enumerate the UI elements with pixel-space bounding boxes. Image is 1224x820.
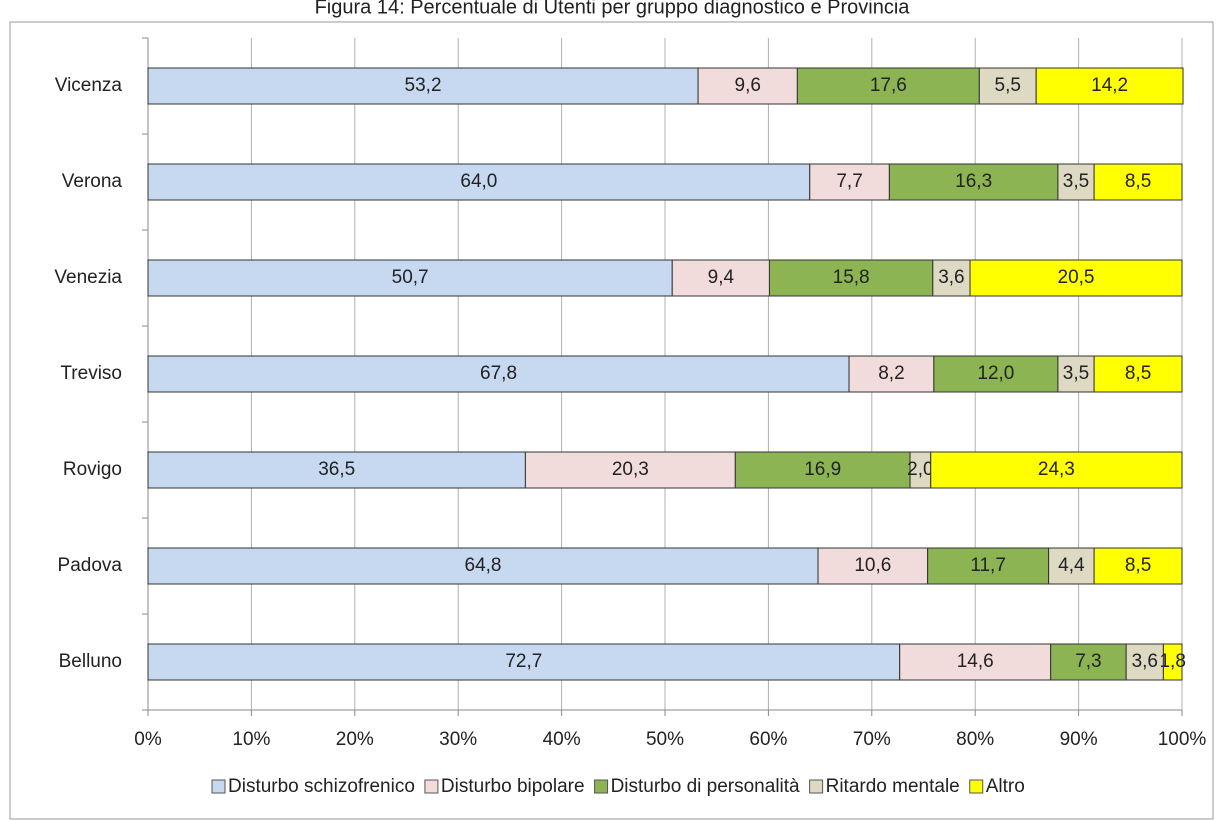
legend-label: Ritardo mentale [826,776,960,797]
bar-segment [147,259,673,297]
data-label: 14,2 [1091,75,1128,96]
chart-border [9,21,1214,820]
legend-label: Disturbo bipolare [441,776,585,797]
bar-segment [848,355,935,393]
legend-label: Altro [986,776,1025,797]
bar-segment [888,163,1059,201]
x-tick-label: 90% [1060,729,1098,750]
data-label: 12,0 [977,363,1014,384]
bar-segment [817,547,929,585]
data-label: 3,6 [938,267,964,288]
bar-segment [1162,643,1183,681]
x-tick-label: 50% [646,729,684,750]
y-tick-label: Treviso [60,363,122,384]
bar-segment [1035,67,1184,105]
data-label: 5,5 [995,75,1021,96]
bar-segment [809,163,890,201]
data-label: 17,6 [870,75,907,96]
data-label: 11,7 [970,555,1006,576]
bar-segment [147,643,901,681]
data-label: 16,3 [955,171,992,192]
y-tick-label: Vicenza [55,75,123,96]
bar-segment [1125,643,1164,681]
data-label: 8,2 [878,363,904,384]
data-label: 64,0 [460,171,497,192]
data-label: 7,7 [836,171,862,192]
x-tick-label: 20% [336,729,374,750]
bar-segment [147,451,526,489]
data-label: 4,4 [1058,555,1085,576]
x-tick-label: 60% [749,729,787,750]
data-label: 9,6 [735,75,761,96]
x-tick-label: 30% [439,729,477,750]
data-label: 10,6 [854,555,891,576]
data-label: 7,3 [1075,651,1101,672]
bar-segment [930,451,1183,489]
data-label: 67,8 [480,363,517,384]
data-label: 8,5 [1125,555,1151,576]
data-label: 24,3 [1038,459,1075,480]
bar-segment [697,67,798,105]
data-label: 14,6 [957,651,994,672]
data-label: 53,2 [405,75,442,96]
bar-segment [1093,163,1183,201]
data-label: 3,5 [1063,171,1089,192]
data-label: 36,5 [318,459,355,480]
legend-label: Disturbo schizofrenico [228,776,415,797]
legend-swatch [424,779,439,794]
data-label: 20,3 [612,459,649,480]
x-tick-label: 80% [956,729,994,750]
bar-segment [147,67,699,105]
bar-segment [796,67,980,105]
data-label: 20,5 [1058,267,1095,288]
y-tick-label: Padova [58,555,123,576]
bar-segment [927,547,1050,585]
bar-segment [147,163,811,201]
legend-label: Disturbo di personalità [611,776,800,797]
bar-segment [1048,547,1095,585]
legend-swatch [594,779,609,794]
x-tick-label: 10% [232,729,270,750]
data-label: 3,6 [1132,651,1158,672]
data-label: 50,7 [392,267,429,288]
y-tick-label: Rovigo [63,459,122,480]
bar-segment [1093,547,1183,585]
data-label: 15,8 [833,267,870,288]
y-tick-label: Venezia [54,267,122,288]
x-tick-label: 70% [853,729,891,750]
bar-segment [978,67,1037,105]
x-tick-label: 100% [1158,729,1207,750]
data-label: 3,5 [1063,363,1089,384]
x-tick-label: 40% [543,729,581,750]
bar-segment [933,355,1059,393]
data-label: 16,9 [804,459,841,480]
data-label: 64,8 [465,555,502,576]
legend-swatch [809,779,824,794]
bar-segment [1093,355,1183,393]
data-label: 2,0 [907,459,933,480]
bar-segment [734,451,911,489]
x-tick-label: 0% [134,729,162,750]
bar-segment [147,547,819,585]
data-label: 8,5 [1125,363,1151,384]
bar-segment [899,643,1052,681]
bar-segment [671,259,770,297]
legend-swatch [211,779,226,794]
y-tick-label: Belluno [59,651,122,672]
chart-title: Figura 14: Percentuale di Utenti per gru… [315,0,911,18]
bar-segment [524,451,736,489]
bar-segment [969,259,1183,297]
legend-swatch [969,779,984,794]
data-label: 1,8 [1159,651,1185,672]
data-label: 9,4 [708,267,735,288]
data-label: 8,5 [1125,171,1151,192]
y-tick-label: Verona [62,171,123,192]
data-label: 72,7 [505,651,542,672]
